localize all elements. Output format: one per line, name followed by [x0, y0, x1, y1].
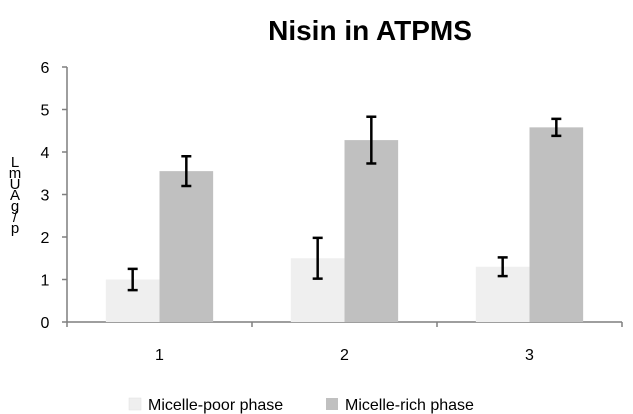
y-tick-label: 3 [41, 188, 50, 205]
bar-micelle-rich-3 [529, 127, 584, 322]
x-tick-label: 1 [155, 347, 164, 364]
x-tick-label: 3 [525, 347, 534, 364]
y-tick-label: 1 [41, 273, 50, 290]
y-axis-ticks: 0 1 2 3 4 5 6 [41, 60, 67, 332]
error-bars [127, 115, 562, 292]
y-tick-label: 2 [41, 230, 50, 247]
y-axis-label-char: U [10, 176, 21, 193]
y-tick-label: 0 [41, 315, 50, 332]
legend: Micelle-poor phase Micelle-rich phase [128, 397, 474, 414]
legend-label-micelle-rich: Micelle-rich phase [345, 397, 474, 414]
bar-series [105, 127, 584, 322]
x-tick-label: 2 [340, 347, 349, 364]
bar-micelle-rich-1 [159, 171, 214, 322]
y-axis-label-char: p [11, 220, 19, 237]
legend-label-micelle-poor: Micelle-poor phase [148, 397, 283, 414]
legend-swatch-micelle-rich [326, 398, 338, 410]
y-axis-label-char: g [11, 198, 19, 215]
y-axis-label-char: m [9, 165, 22, 182]
y-axis-label-char: / [13, 209, 18, 226]
y-axis-label-char: L [11, 154, 19, 171]
y-axis-label-char: A [10, 187, 20, 204]
y-tick-label: 5 [41, 103, 50, 120]
chart-title: Nisin in ATPMS [268, 15, 472, 46]
y-tick-label: 4 [41, 145, 50, 162]
legend-swatch-micelle-poor [128, 397, 142, 411]
x-axis-ticks: 1 2 3 [66, 322, 623, 364]
bar-micelle-rich-2 [344, 140, 399, 322]
y-tick-label: 6 [41, 60, 50, 77]
